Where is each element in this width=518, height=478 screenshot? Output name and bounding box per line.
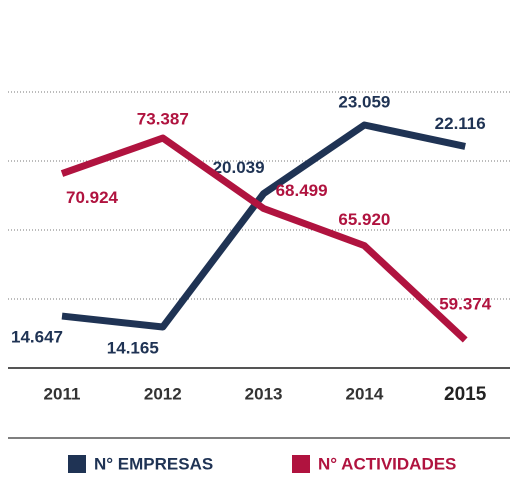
x-tick-label: 2014 — [345, 384, 383, 403]
data-label: 14.165 — [107, 338, 159, 357]
data-label: 68.499 — [276, 181, 328, 200]
data-label: 70.924 — [66, 188, 119, 207]
series-line — [60, 134, 468, 343]
data-label: 20.039 — [213, 158, 265, 177]
x-tick-label: 2015 — [444, 384, 487, 405]
data-label: 65.920 — [338, 210, 390, 229]
legend-swatch — [292, 455, 310, 473]
data-label: 23.059 — [338, 92, 390, 111]
data-label: 59.374 — [439, 294, 492, 313]
data-label: 73.387 — [137, 110, 189, 129]
x-tick-label: 2011 — [44, 384, 81, 403]
legend-label: N° ACTIVIDADES — [318, 454, 456, 473]
x-tick-label: 2012 — [144, 384, 182, 403]
data-label: 22.116 — [435, 114, 486, 133]
series-line — [61, 121, 466, 331]
legend-label: N° EMPRESAS — [94, 454, 213, 473]
data-label: 14.647 — [11, 328, 63, 347]
legend-swatch — [68, 455, 86, 473]
x-tick-label: 2013 — [245, 384, 283, 403]
